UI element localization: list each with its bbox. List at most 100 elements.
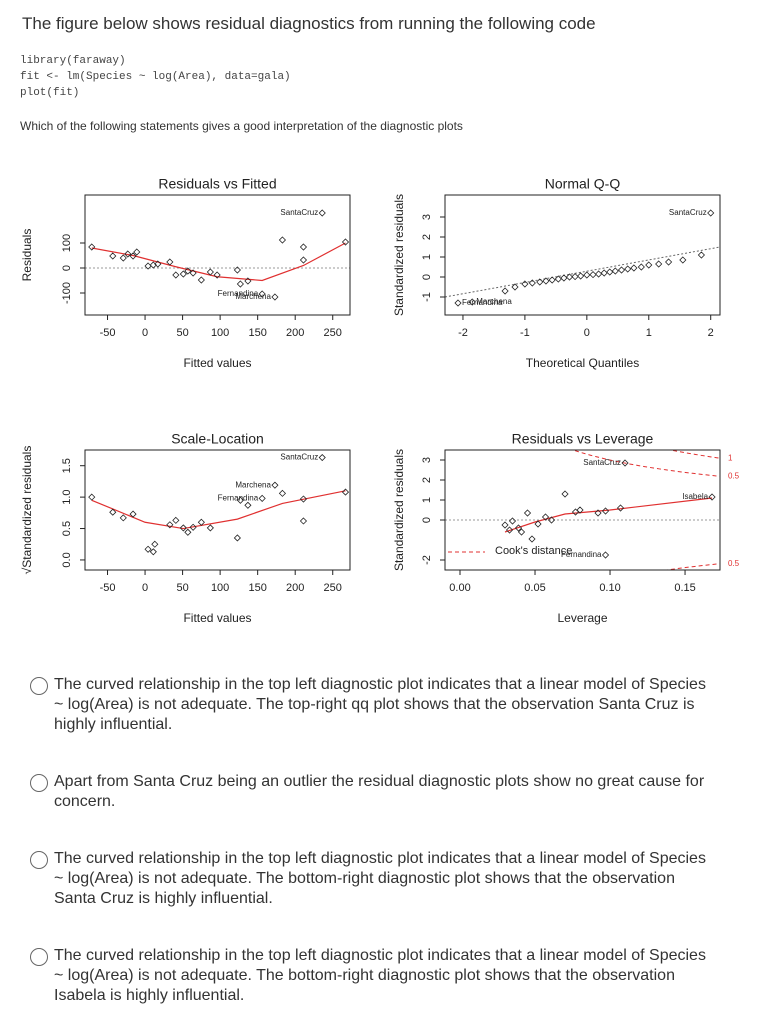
data-point <box>600 269 608 277</box>
y-tick-label: 0 <box>421 274 433 280</box>
data-point <box>561 490 569 498</box>
data-point <box>630 264 638 272</box>
plot-area <box>445 246 720 298</box>
point-label: Marchena <box>235 480 271 489</box>
data-point <box>708 493 716 501</box>
smooth-line <box>91 242 346 282</box>
point-label: SantaCruz <box>280 453 318 462</box>
data-point <box>616 504 625 512</box>
x-tick-label: 0 <box>142 582 148 594</box>
data-point <box>149 548 157 556</box>
data-point <box>271 293 279 301</box>
data-point <box>341 238 350 246</box>
data-point <box>278 489 287 497</box>
plot-title: Normal Q-Q <box>545 176 621 192</box>
y-tick-label: -1 <box>421 292 433 302</box>
data-point <box>523 509 532 517</box>
y-tick-label: 1 <box>421 497 433 503</box>
data-point <box>517 528 526 536</box>
data-point <box>166 521 174 529</box>
data-point <box>166 258 174 266</box>
plot-title: Scale-Location <box>171 431 264 447</box>
cooks-contour <box>667 450 720 459</box>
option: The curved relationship in the top left … <box>30 849 710 909</box>
data-point <box>109 252 117 260</box>
data-point <box>119 514 127 522</box>
y-tick-label: 0 <box>61 265 73 271</box>
plot-frame <box>444 449 721 571</box>
data-point <box>511 283 519 291</box>
data-point <box>144 545 152 553</box>
cooks-level-label: 0.5 <box>728 559 740 568</box>
x-tick-label: 250 <box>324 327 342 339</box>
data-point <box>341 488 350 496</box>
radio-button[interactable] <box>30 851 48 869</box>
data-point <box>624 265 632 273</box>
point-label: Fernandina <box>218 289 259 298</box>
data-point <box>271 481 279 489</box>
y-tick-label: 100 <box>61 234 73 252</box>
point-label: SantaCruz <box>280 208 318 217</box>
option-text: The curved relationship in the top left … <box>54 850 706 907</box>
data-point <box>258 494 266 502</box>
y-axis-label: Standardized residuals <box>392 194 406 316</box>
data-point <box>258 290 266 298</box>
data-point <box>206 268 214 276</box>
data-point <box>236 280 244 288</box>
smooth-line <box>504 497 713 533</box>
data-point <box>542 277 550 285</box>
radio-button[interactable] <box>30 948 48 966</box>
data-point <box>655 260 663 268</box>
y-tick-label: 1.0 <box>61 489 73 504</box>
data-point <box>318 453 326 462</box>
point-label: Fernandina <box>218 493 259 502</box>
data-point <box>508 517 517 525</box>
data-point <box>318 209 326 217</box>
data-point <box>172 271 180 279</box>
radio-button[interactable] <box>30 677 48 695</box>
option-text: The curved relationship in the top left … <box>54 947 706 1004</box>
data-point <box>206 524 214 532</box>
data-point <box>534 520 542 528</box>
data-point <box>278 236 287 244</box>
data-point <box>697 251 705 259</box>
data-point <box>151 540 159 548</box>
data-point <box>189 523 197 531</box>
x-tick-label: -50 <box>100 582 116 594</box>
option: Apart from Santa Cruz being an outlier t… <box>30 772 710 812</box>
x-tick-label: 200 <box>286 327 304 339</box>
point-label: SantaCruz <box>669 208 707 217</box>
data-point <box>299 517 308 525</box>
data-point <box>645 261 653 269</box>
cooks-contour <box>663 563 720 570</box>
data-point <box>213 271 221 279</box>
data-point <box>299 495 308 503</box>
data-point <box>707 209 715 217</box>
data-point <box>184 267 192 275</box>
x-tick-label: 50 <box>176 582 188 594</box>
x-axis-label: Leverage <box>557 611 607 625</box>
option-text: The curved relationship in the top left … <box>54 676 706 733</box>
point-label: Isabela <box>682 492 708 501</box>
data-point <box>601 551 610 559</box>
data-point <box>621 459 629 467</box>
y-axis-label: Residuals <box>20 229 34 282</box>
plot-area <box>445 450 720 570</box>
data-point <box>536 278 544 286</box>
y-tick-label: 2 <box>421 234 433 240</box>
x-tick-label: 0.15 <box>674 582 695 594</box>
data-point <box>589 271 597 279</box>
option: The curved relationship in the top left … <box>30 675 710 735</box>
data-point <box>172 516 180 524</box>
data-point <box>547 516 556 524</box>
option-text: Apart from Santa Cruz being an outlier t… <box>54 773 705 810</box>
data-point <box>601 507 610 515</box>
radio-button[interactable] <box>30 774 48 792</box>
data-point <box>501 521 509 529</box>
plot-title: Residuals vs Fitted <box>158 176 276 192</box>
data-point <box>454 299 462 307</box>
data-point <box>594 509 602 517</box>
plot-frame <box>444 194 721 316</box>
data-point <box>133 248 141 256</box>
